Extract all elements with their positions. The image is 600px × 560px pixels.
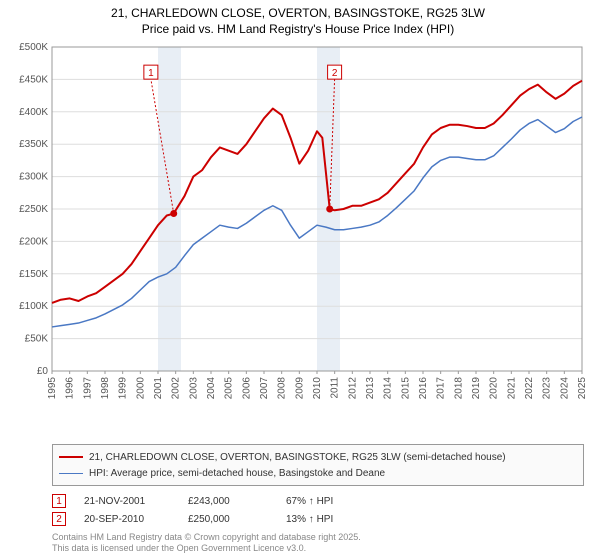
- svg-text:£250K: £250K: [19, 204, 48, 215]
- svg-text:2014: 2014: [383, 377, 394, 400]
- footer-attribution: Contains HM Land Registry data © Crown c…: [52, 532, 584, 554]
- chart-container: 21, CHARLEDOWN CLOSE, OVERTON, BASINGSTO…: [0, 0, 600, 560]
- svg-text:2003: 2003: [188, 377, 199, 400]
- sale-pct-vs-hpi: 67% ↑ HPI: [286, 496, 376, 507]
- svg-text:2005: 2005: [224, 377, 235, 400]
- svg-text:£350K: £350K: [19, 139, 48, 150]
- chart-title: 21, CHARLEDOWN CLOSE, OVERTON, BASINGSTO…: [6, 6, 590, 37]
- sale-marker-row: 2 20-SEP-2010 £250,000 13% ↑ HPI: [52, 510, 584, 528]
- svg-text:2006: 2006: [241, 377, 252, 400]
- svg-text:1998: 1998: [100, 377, 111, 400]
- svg-text:2012: 2012: [347, 377, 358, 400]
- svg-text:2022: 2022: [524, 377, 535, 400]
- svg-text:£500K: £500K: [19, 42, 48, 53]
- legend-label: 21, CHARLEDOWN CLOSE, OVERTON, BASINGSTO…: [89, 452, 506, 463]
- svg-text:2: 2: [332, 68, 338, 79]
- chart-svg: £0 £50K £100K £150K £200K £250K £300K £350K £400…: [6, 41, 590, 401]
- svg-text:2010: 2010: [312, 377, 323, 400]
- legend-swatch: [59, 456, 83, 458]
- svg-text:2009: 2009: [294, 377, 305, 400]
- svg-text:1997: 1997: [82, 377, 93, 400]
- sale-price: £243,000: [188, 496, 268, 507]
- chart-plot-area: £0 £50K £100K £150K £200K £250K £300K £350K £400…: [6, 41, 590, 440]
- svg-text:£300K: £300K: [19, 172, 48, 183]
- svg-text:£150K: £150K: [19, 269, 48, 280]
- svg-text:2017: 2017: [436, 377, 447, 400]
- sale-date: 21-NOV-2001: [84, 496, 170, 507]
- footer-line-2: This data is licensed under the Open Gov…: [52, 543, 584, 554]
- svg-text:2020: 2020: [489, 377, 500, 400]
- svg-text:1995: 1995: [47, 377, 58, 400]
- svg-text:2013: 2013: [365, 377, 376, 400]
- svg-text:£450K: £450K: [19, 75, 48, 86]
- legend: 21, CHARLEDOWN CLOSE, OVERTON, BASINGSTO…: [52, 444, 584, 486]
- svg-text:1999: 1999: [118, 377, 129, 400]
- svg-text:2015: 2015: [400, 377, 411, 400]
- svg-text:2007: 2007: [259, 377, 270, 400]
- svg-text:2001: 2001: [153, 377, 164, 400]
- sale-marker-list: 1 21-NOV-2001 £243,000 67% ↑ HPI 2 20-SE…: [52, 492, 584, 528]
- svg-text:2000: 2000: [135, 377, 146, 400]
- svg-text:£0: £0: [37, 366, 49, 377]
- svg-text:2021: 2021: [506, 377, 517, 400]
- svg-text:2025: 2025: [577, 377, 588, 400]
- svg-text:2011: 2011: [330, 377, 341, 399]
- legend-item: HPI: Average price, semi-detached house,…: [59, 465, 577, 481]
- svg-text:2004: 2004: [206, 377, 217, 400]
- svg-text:1996: 1996: [65, 377, 76, 400]
- legend-item: 21, CHARLEDOWN CLOSE, OVERTON, BASINGSTO…: [59, 449, 577, 465]
- svg-text:2023: 2023: [542, 377, 553, 400]
- svg-text:2018: 2018: [453, 377, 464, 400]
- svg-text:£400K: £400K: [19, 107, 48, 118]
- svg-text:2019: 2019: [471, 377, 482, 400]
- title-line-1: 21, CHARLEDOWN CLOSE, OVERTON, BASINGSTO…: [6, 6, 590, 22]
- sale-date: 20-SEP-2010: [84, 514, 170, 525]
- svg-text:2024: 2024: [559, 377, 570, 400]
- svg-text:1: 1: [148, 68, 154, 79]
- svg-text:£100K: £100K: [19, 301, 48, 312]
- svg-text:2016: 2016: [418, 377, 429, 400]
- title-line-2: Price paid vs. HM Land Registry's House …: [6, 22, 590, 38]
- svg-text:£50K: £50K: [25, 334, 49, 345]
- legend-label: HPI: Average price, semi-detached house,…: [89, 468, 385, 479]
- svg-text:2008: 2008: [277, 377, 288, 400]
- sale-marker-badge: 2: [52, 512, 66, 526]
- footer-line-1: Contains HM Land Registry data © Crown c…: [52, 532, 584, 543]
- sale-marker-badge: 1: [52, 494, 66, 508]
- sale-pct-vs-hpi: 13% ↑ HPI: [286, 514, 376, 525]
- sale-price: £250,000: [188, 514, 268, 525]
- svg-text:2002: 2002: [171, 377, 182, 400]
- sale-marker-row: 1 21-NOV-2001 £243,000 67% ↑ HPI: [52, 492, 584, 510]
- svg-text:£200K: £200K: [19, 237, 48, 248]
- legend-swatch: [59, 473, 83, 475]
